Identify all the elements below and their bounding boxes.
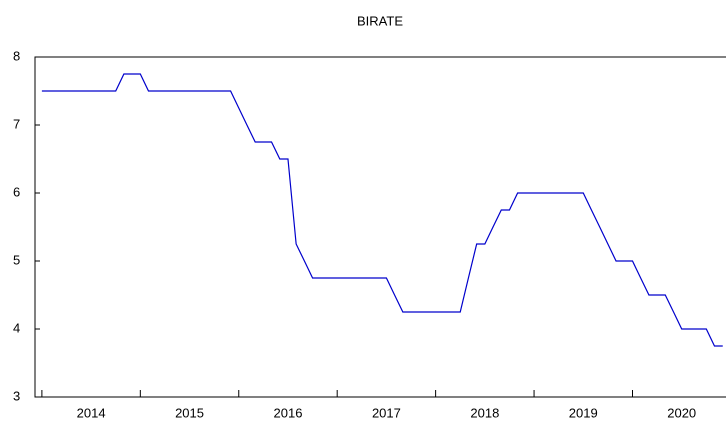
data-line xyxy=(41,73,723,347)
x-tick-label: 2020 xyxy=(667,405,696,420)
x-tick-label: 2014 xyxy=(77,405,106,420)
y-tick-label: 3 xyxy=(13,388,20,403)
y-tick-label: 4 xyxy=(13,320,20,335)
chart-title: BIRATE xyxy=(357,13,403,28)
y-tick-label: 5 xyxy=(13,252,20,267)
plot-frame xyxy=(34,56,726,398)
x-tick-label: 2017 xyxy=(372,405,401,420)
x-tick-label: 2016 xyxy=(274,405,303,420)
x-tick-label: 2019 xyxy=(569,405,598,420)
x-tick-label: 2018 xyxy=(470,405,499,420)
y-tick-label: 8 xyxy=(13,48,20,63)
x-tick-label: 2015 xyxy=(175,405,204,420)
y-tick-label: 7 xyxy=(13,116,20,131)
y-tick-label: 6 xyxy=(13,184,20,199)
